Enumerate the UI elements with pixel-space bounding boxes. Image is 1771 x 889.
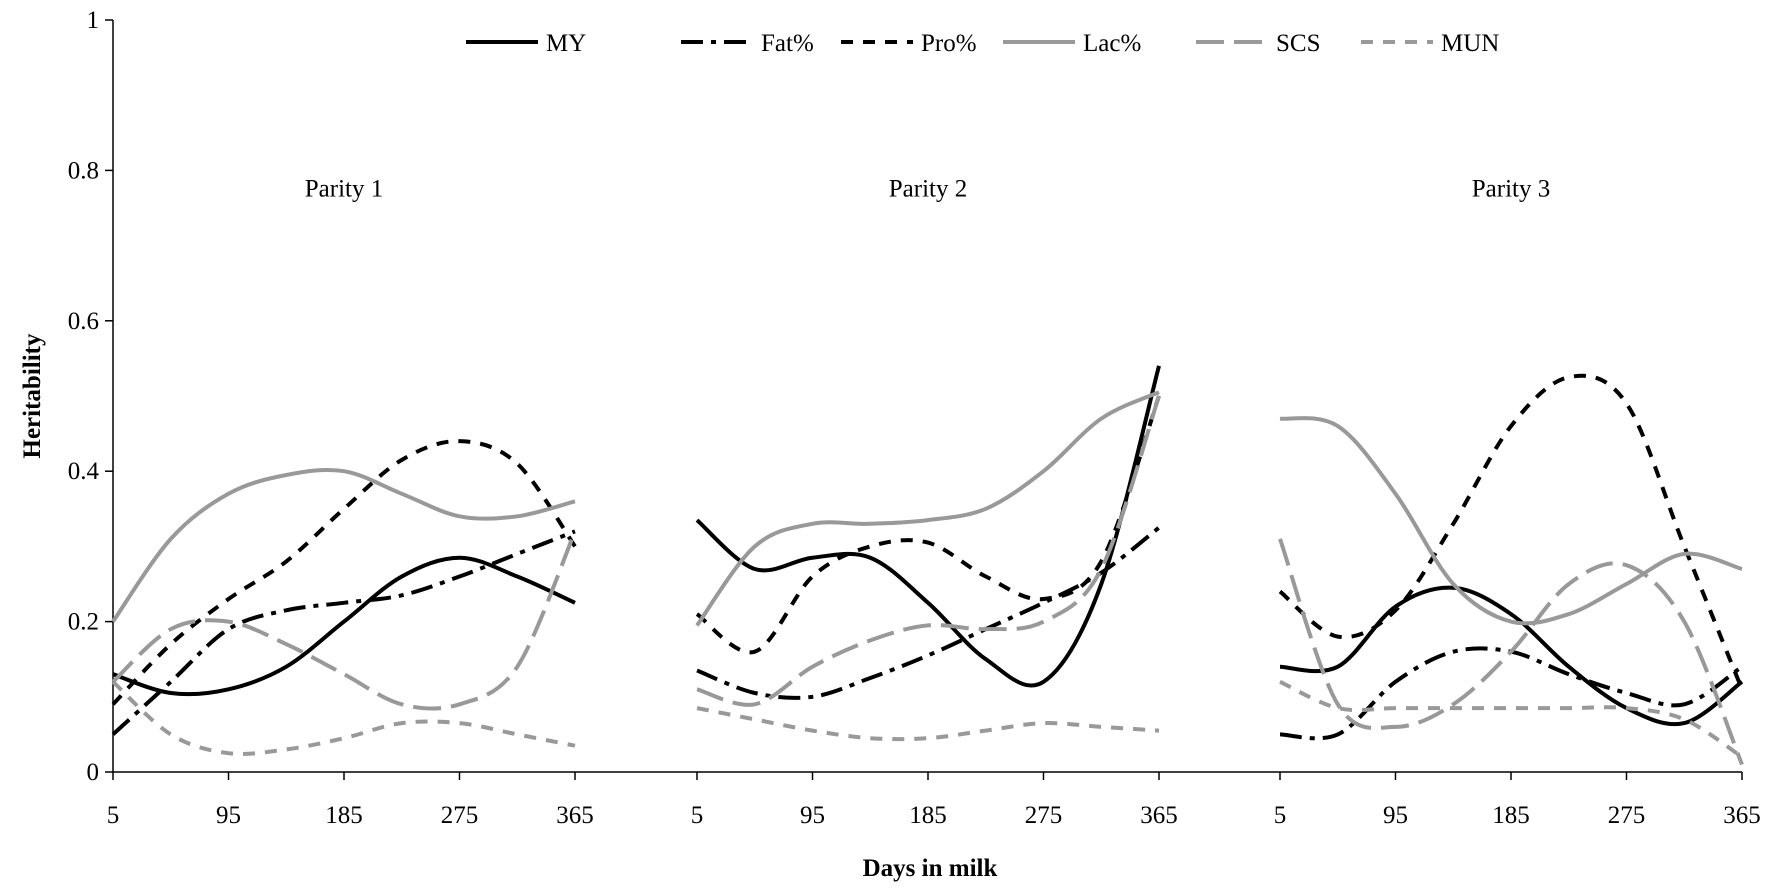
series-line-scs — [111, 530, 577, 711]
series-line-pro-pct — [1278, 373, 1744, 691]
y-axis-title: Heritability — [19, 333, 46, 458]
x-axis-title: Days in milk — [863, 855, 998, 882]
x-ticks: 5 95 185 275 365 5 95 185 275 365 5 95 185 275 365 — [107, 772, 1761, 829]
y-tick-label: 0.2 — [68, 609, 99, 636]
panel-label: Parity 3 — [1472, 176, 1550, 203]
axes — [112, 20, 1742, 773]
legend-label: MUN — [1441, 30, 1499, 57]
x-tick-label: 95 — [216, 802, 241, 829]
x-tick-label: 5 — [691, 802, 704, 829]
series-line-fat-pct — [111, 529, 576, 736]
x-tick-label: 185 — [1492, 802, 1530, 829]
y-tick-label: 1 — [87, 7, 100, 34]
series-line-lac-pct — [111, 467, 576, 623]
y-tick-label: 0 — [87, 759, 100, 786]
y-tick-label: 0.6 — [68, 308, 99, 335]
series-line-lac-pct — [1279, 416, 1743, 626]
x-tick-label: 95 — [800, 802, 825, 829]
y-tick-label: 0.8 — [68, 157, 99, 184]
series-line-mun — [111, 680, 576, 757]
x-tick-label: 275 — [1025, 802, 1063, 829]
panel-labels: Parity 1 Parity 2 Parity 3 — [305, 176, 1550, 203]
legend-label: MY — [546, 30, 586, 57]
series-line-lac-pct — [695, 390, 1160, 627]
y-ticks: 0 0.2 0.4 0.6 0.8 1 — [68, 7, 113, 786]
series-line-my — [695, 365, 1161, 688]
series-lines — [111, 365, 1744, 766]
panel-label: Parity 1 — [305, 176, 383, 203]
x-tick-label: 5 — [107, 802, 120, 829]
series-line-my — [1279, 585, 1744, 727]
series-line-my — [112, 555, 576, 697]
legend-label: Fat% — [761, 30, 814, 57]
legend: MY Fat% Pro% Lac% SCS MUN — [466, 30, 1499, 57]
x-tick-label: 365 — [1723, 802, 1761, 829]
panel-label: Parity 2 — [889, 176, 967, 203]
series-line-scs — [1278, 538, 1744, 766]
x-tick-label: 95 — [1383, 802, 1408, 829]
legend-label: SCS — [1276, 30, 1320, 57]
x-tick-label: 185 — [909, 802, 947, 829]
legend-label: Pro% — [921, 30, 977, 57]
x-tick-label: 275 — [441, 802, 479, 829]
series-line-pro-pct — [695, 395, 1161, 655]
x-tick-label: 275 — [1608, 802, 1646, 829]
legend-label: Lac% — [1083, 30, 1141, 57]
series-line-mun — [696, 706, 1160, 742]
x-tick-label: 365 — [1140, 802, 1178, 829]
x-tick-label: 365 — [556, 802, 594, 829]
series-line-scs — [696, 395, 1161, 707]
y-tick-label: 0.4 — [68, 458, 100, 485]
x-tick-label: 5 — [1274, 802, 1287, 829]
series-line-mun — [1279, 679, 1744, 759]
x-tick-label: 185 — [325, 802, 363, 829]
